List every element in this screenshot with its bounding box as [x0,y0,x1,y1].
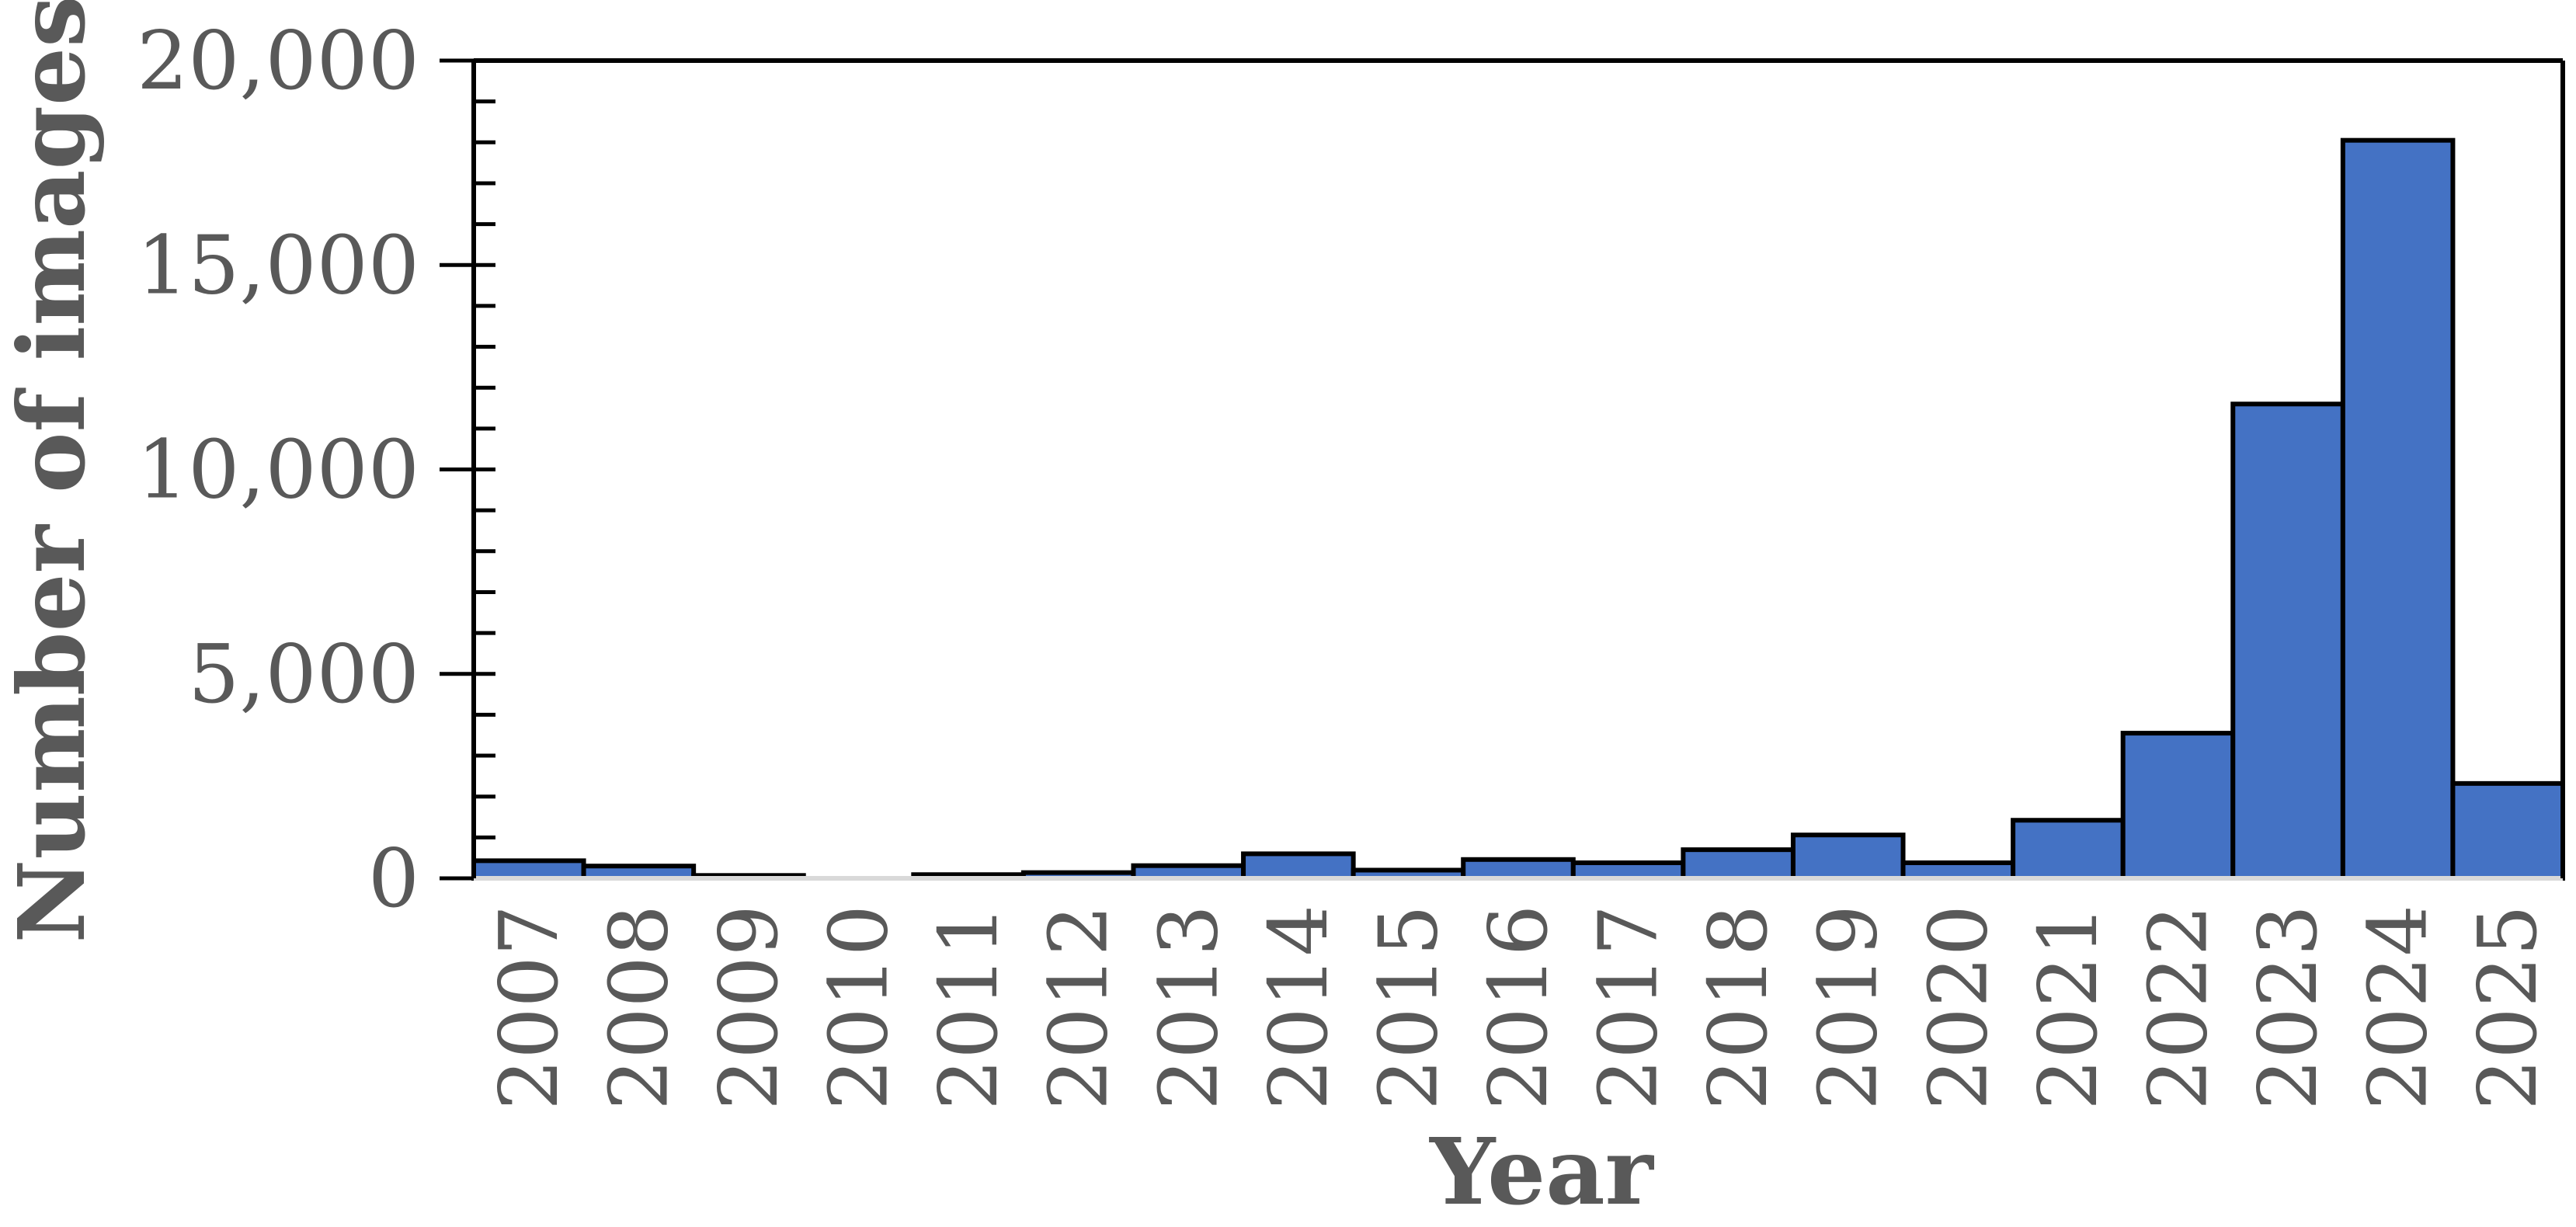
x-tick-label: 2023 [2241,905,2335,1111]
x-tick-label: 2011 [921,905,1016,1111]
bar-2025 [2450,780,2566,881]
y-tick-label: 5,000 [188,627,419,721]
x-tick-label: 2009 [701,905,796,1111]
x-tick-label: 2021 [2021,905,2115,1111]
y-tick-label: 10,000 [137,422,419,517]
x-tick-label: 2017 [1581,905,1676,1111]
x-axis-tick-labels: 2007 2008 2009 2010 2011 2012 2013 2014 2015 2016… [481,905,2555,1111]
bar-2022 [2120,731,2236,881]
bar-2007 [471,858,586,881]
y-axis-title: Number of images [0,0,106,944]
x-tick-label: 2025 [2460,905,2555,1111]
x-tick-label: 2014 [1251,905,1346,1111]
y-tick-label: 20,000 [137,13,419,108]
bar-2017 [1570,860,1686,881]
x-tick-label: 2010 [812,905,906,1111]
x-tick-label: 2016 [1471,905,1566,1111]
y-tick-label: 15,000 [137,217,419,312]
x-axis-title: Year [1428,1118,1655,1225]
x-tick-label: 2024 [2351,905,2446,1111]
x-tick-label: 2007 [481,905,576,1111]
bar-2019 [1790,832,1906,881]
x-tick-label: 2012 [1031,905,1126,1111]
x-tick-label: 2018 [1691,905,1785,1111]
bar-2024 [2340,137,2456,881]
bars [471,137,2566,881]
bar-2020 [1900,860,2016,881]
x-tick-label: 2020 [1910,905,2005,1111]
y-axis-ticks [440,58,495,881]
y-axis-tick-labels: 0 5,000 10,000 15,000 20,000 [137,13,419,926]
bar-2023 [2230,401,2345,881]
x-tick-label: 2019 [1801,905,1896,1111]
y-tick-label: 0 [368,831,419,926]
x-tick-label: 2022 [2130,905,2225,1111]
x-tick-label: 2015 [1361,905,1455,1111]
bar-2018 [1681,847,1796,881]
bar-2016 [1461,857,1576,881]
bar-2014 [1241,851,1356,881]
x-tick-label: 2013 [1141,905,1236,1111]
bar-2021 [2011,818,2126,881]
x-tick-label: 2008 [591,905,686,1111]
